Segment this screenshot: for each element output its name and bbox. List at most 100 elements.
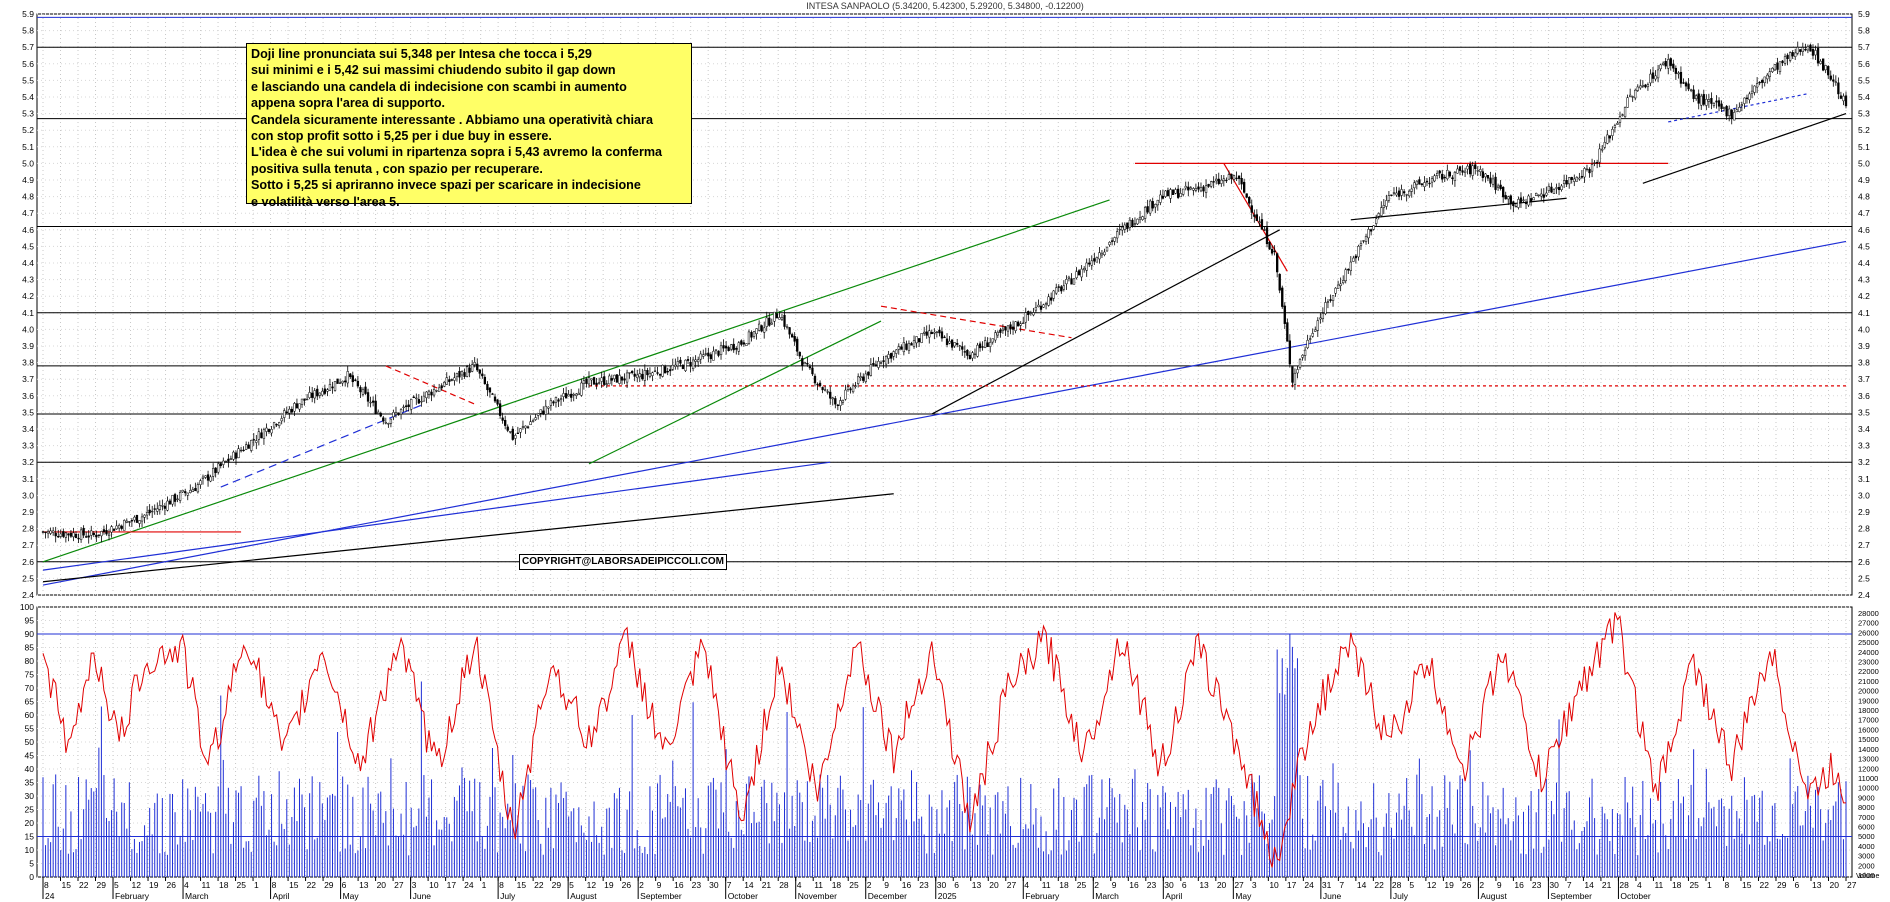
candle-body [1408,190,1411,197]
candle-body [331,386,334,389]
x-day-label: 16 [1129,880,1139,890]
candle-body [1715,100,1718,103]
candle-body [1791,52,1794,57]
candle-body [478,369,481,374]
candle-body [1057,286,1060,288]
x-day-label: 30 [709,880,719,890]
candle-body [67,533,70,536]
candle-body [770,322,773,325]
candle-body [1278,273,1281,291]
candle-body [1273,250,1276,252]
price-tick-right: 5.7 [1858,42,1870,52]
candle-body [994,332,997,341]
volume-tick-right: 8000 [1858,803,1875,812]
price-tick-right: 4.1 [1858,308,1870,318]
candle-body [1568,177,1571,185]
candle-body [1263,229,1266,231]
candle-body [1613,125,1617,128]
candle-body [1578,177,1581,180]
x-day-label: 6 [1182,880,1187,890]
candle-body [1755,83,1759,88]
candle-body [191,489,194,492]
candle-body [1682,82,1685,84]
candle-body [1138,216,1142,220]
candle-body [1806,46,1810,51]
osc-tick-left: 65 [25,697,35,707]
price-tick-left: 3.1 [22,474,34,484]
candle-body [425,391,428,399]
candle-body [1717,100,1721,107]
candle-body [46,531,50,534]
candle-body [1174,189,1177,194]
candle-body [1329,299,1332,301]
candle-body [1499,184,1502,190]
candle-body [745,343,748,346]
candle-body [491,393,494,395]
candle-body [102,529,106,532]
candle-body [1662,62,1665,65]
candle-body [115,525,118,530]
candle-body [1070,278,1073,285]
candle-body [1375,218,1378,224]
candle-body [59,533,62,537]
candle-body [1154,204,1157,208]
candle-body [1336,284,1340,289]
candle-body [1293,372,1297,385]
x-month-label: September [1550,891,1592,901]
price-tick-left: 5.8 [22,26,34,36]
candle-body [935,331,939,333]
candle-body [295,403,299,409]
x-day-label: 6 [954,880,959,890]
copyright-label: COPYRIGHT@LABORSADEIPICCOLI.COM [519,554,727,570]
candle-body [1522,199,1525,201]
candle-body [1689,89,1693,91]
x-day-label: 29 [1777,880,1787,890]
price-tick-right: 3.3 [1858,441,1870,451]
candle-body [356,380,360,387]
candle-body [1524,201,1528,205]
candle-body [1235,177,1238,180]
price-tick-left: 4.8 [22,192,34,202]
candle-body [1128,219,1132,228]
candle-body [1268,242,1271,250]
candle-body [567,394,570,397]
candle-body [1529,198,1533,202]
x-day-label: 30 [1164,880,1174,890]
volume-tick-right: 16000 [1858,725,1879,734]
candle-body [1255,214,1259,221]
candle-body [1080,268,1083,278]
candle-body [1088,262,1091,265]
osc-tick-left: 0 [29,872,34,882]
candle-body [839,400,842,406]
candle-body [176,498,179,500]
x-day-label: 11 [202,880,211,890]
x-day-label: 5 [1409,880,1414,890]
x-day-label: 19 [1444,880,1454,890]
candle-body [1402,191,1406,194]
candle-body [1463,170,1467,173]
candle-body [564,393,568,399]
candle-body [1461,170,1464,173]
candle-body [732,343,735,351]
candle-body [145,512,149,516]
candle-body [323,388,327,394]
candle-body [288,408,291,414]
x-month-label: December [868,891,907,901]
candle-body [712,350,715,361]
x-day-label: 8 [499,880,504,890]
price-tick-left: 2.8 [22,524,34,534]
candle-body [242,449,245,452]
volume-tick-right: 27000 [1858,619,1879,628]
x-day-label: 23 [1532,880,1542,890]
candle-body [580,382,583,396]
osc-tick-left: 20 [25,818,35,828]
candle-body [260,432,263,439]
candle-body [450,379,453,381]
candle-body [1067,276,1071,279]
candles [41,41,1848,544]
x-day-label: 11 [1042,880,1051,890]
osc-tick-left: 15 [25,832,35,842]
candle-body [1184,185,1187,189]
candle-body [1555,187,1558,189]
candle-body [455,373,459,378]
